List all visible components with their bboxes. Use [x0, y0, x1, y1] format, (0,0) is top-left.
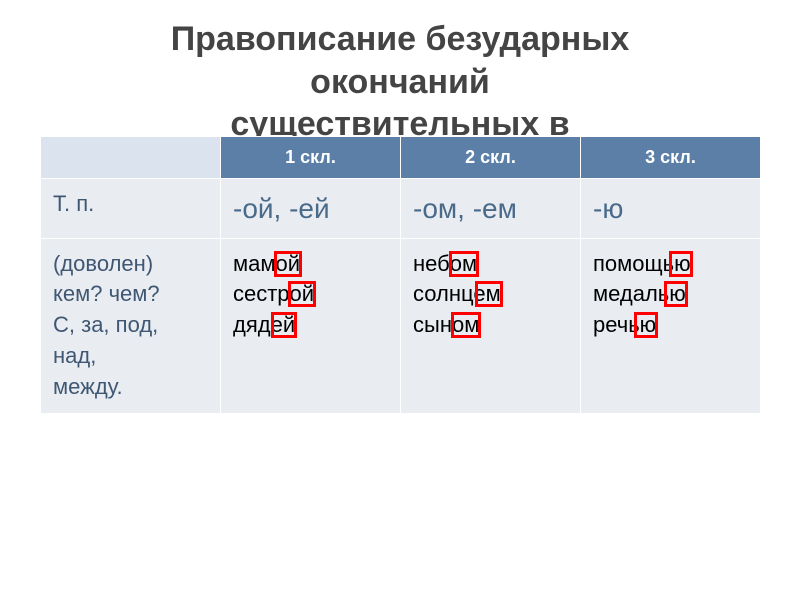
- page-title: Правописание безударных окончаний сущест…: [0, 0, 800, 146]
- examples-3skl: помощью медалью речью: [581, 238, 761, 413]
- header-1skl: 1 скл.: [221, 136, 401, 178]
- q-l2: кем? чем?: [53, 279, 208, 310]
- questions-label: (доволен) кем? чем? С, за, под, над, меж…: [41, 238, 221, 413]
- examples-row: (доволен) кем? чем? С, за, под, над, меж…: [41, 238, 761, 413]
- q-l3: С, за, под,: [53, 310, 208, 341]
- q-l5: между.: [53, 372, 208, 403]
- declension-table-wrap: 1 скл. 2 скл. 3 скл. Т. п. -ой, -ей -ом,…: [40, 136, 760, 414]
- header-blank: [41, 136, 221, 178]
- title-line-2: окончаний: [30, 61, 770, 104]
- ex-sestroy: сестрой: [233, 279, 314, 310]
- header-2skl: 2 скл.: [401, 136, 581, 178]
- endings-1skl: -ой, -ей: [221, 178, 401, 238]
- declension-table: 1 скл. 2 скл. 3 скл. Т. п. -ой, -ей -ом,…: [40, 136, 761, 414]
- ex-nebom: небом: [413, 249, 477, 280]
- examples-2skl: небом солнцем сыном: [401, 238, 581, 413]
- q-l1: (доволен): [53, 249, 208, 280]
- endings-3skl: -ю: [581, 178, 761, 238]
- q-l4: над,: [53, 341, 208, 372]
- endings-row: Т. п. -ой, -ей -ом, -ем -ю: [41, 178, 761, 238]
- header-3skl: 3 скл.: [581, 136, 761, 178]
- case-label: Т. п.: [41, 178, 221, 238]
- ex-dyadey: дядей: [233, 310, 295, 341]
- header-row: 1 скл. 2 скл. 3 скл.: [41, 136, 761, 178]
- examples-1skl: мамой сестрой дядей: [221, 238, 401, 413]
- ex-pomoshchyu: помощью: [593, 249, 691, 280]
- ex-synom: сыном: [413, 310, 479, 341]
- ex-rechyu: речью: [593, 310, 656, 341]
- ex-solncem: солнцем: [413, 279, 501, 310]
- ex-medalyu: медалью: [593, 279, 686, 310]
- title-line-1: Правописание безударных: [30, 18, 770, 61]
- ex-mamoy: мамой: [233, 249, 300, 280]
- endings-2skl: -ом, -ем: [401, 178, 581, 238]
